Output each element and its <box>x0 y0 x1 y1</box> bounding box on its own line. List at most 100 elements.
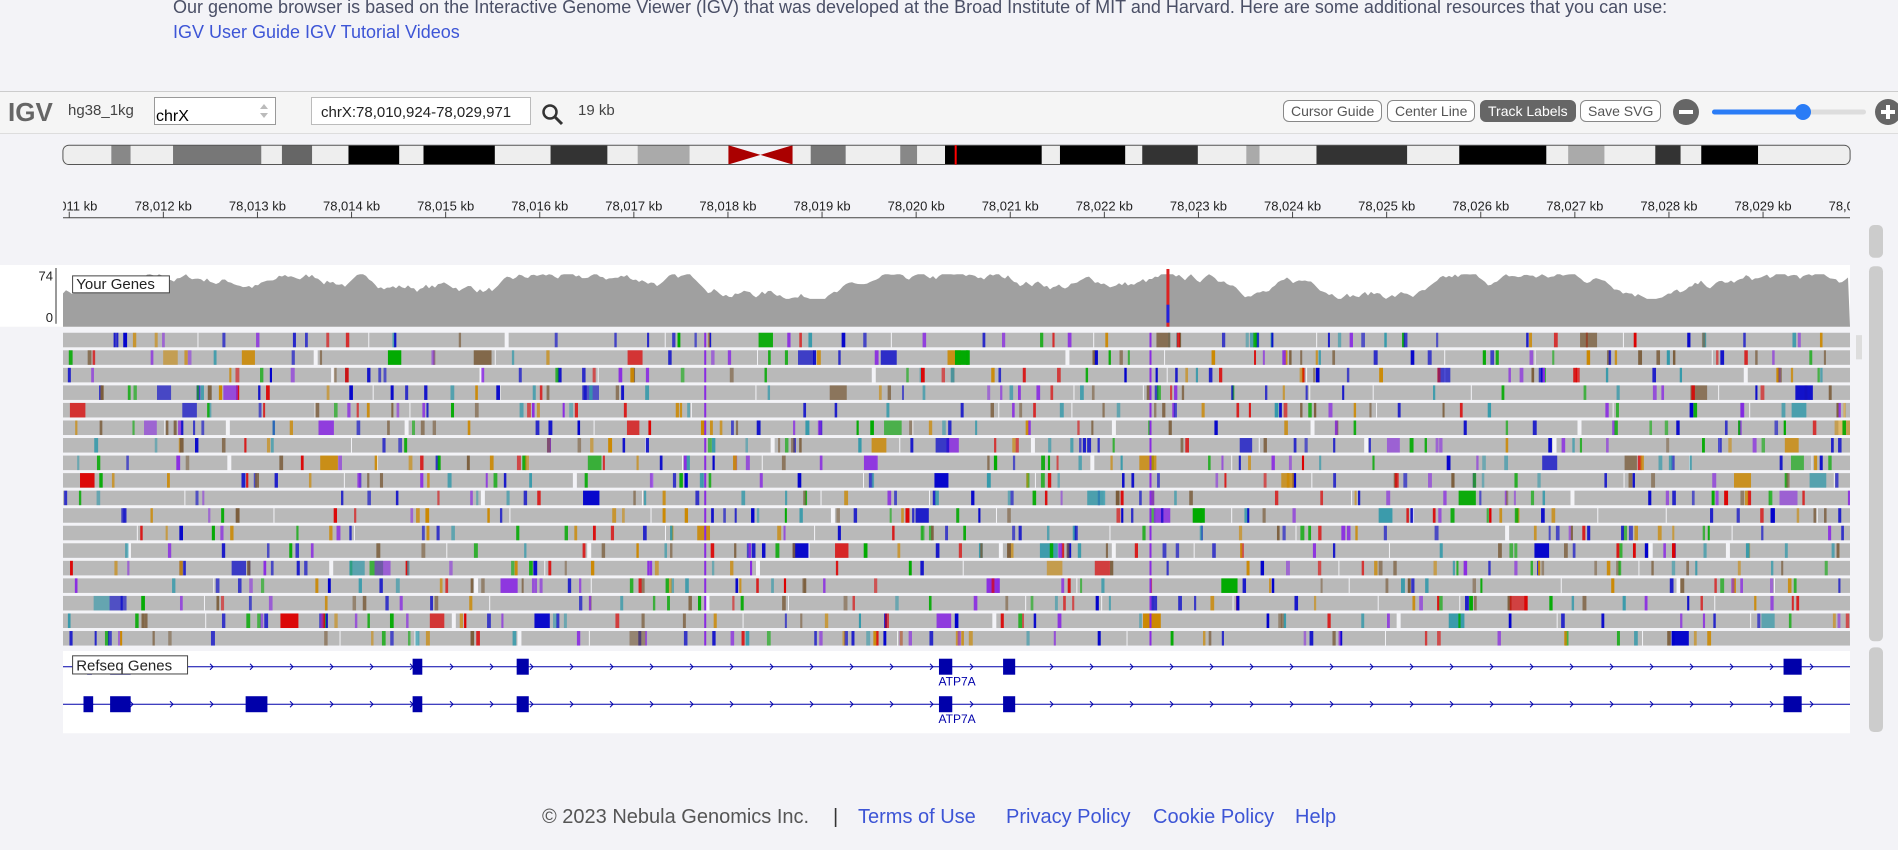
read <box>665 332 891 348</box>
mismatch <box>371 631 374 646</box>
mismatch <box>320 613 324 629</box>
mismatch <box>1409 438 1414 453</box>
mismatch <box>1487 402 1492 418</box>
mismatch <box>1151 508 1156 523</box>
strand-arrow <box>609 663 614 671</box>
exon <box>1003 658 1016 675</box>
mismatch <box>883 631 887 646</box>
mismatch <box>1439 595 1443 611</box>
read <box>63 578 214 593</box>
mismatch <box>1080 385 1084 400</box>
help-link[interactable]: Help <box>1295 806 1337 828</box>
mismatch <box>783 578 787 593</box>
locus-input[interactable]: chrX:78,010,924-78,029,971 <box>311 97 531 125</box>
mismatch <box>564 560 567 576</box>
mismatch <box>1374 560 1378 576</box>
mismatch <box>1419 595 1423 611</box>
mismatch <box>422 402 426 418</box>
mismatch <box>473 543 478 558</box>
mismatch <box>680 367 685 383</box>
zoom-knob[interactable] <box>1795 104 1811 120</box>
center-line-button[interactable]: Center Line <box>1387 100 1476 122</box>
strand-arrow <box>1289 700 1294 708</box>
mismatch <box>1781 560 1784 576</box>
mismatch <box>711 438 716 453</box>
mismatch <box>1514 473 1518 488</box>
mismatch <box>1847 490 1850 506</box>
mismatch <box>475 385 478 400</box>
terms-link[interactable]: Terms of Use <box>858 806 976 828</box>
chromosome-select[interactable]: chrX <box>154 97 276 125</box>
mismatch <box>269 367 273 383</box>
mismatch <box>1572 543 1576 558</box>
read <box>788 595 1026 611</box>
mismatch <box>1770 595 1774 611</box>
guide-link[interactable]: IGV User Guide <box>173 22 301 42</box>
read <box>63 455 228 471</box>
mismatch <box>1779 455 1783 471</box>
mismatch <box>1505 438 1509 453</box>
mismatch <box>1201 402 1205 418</box>
mismatch <box>1054 595 1058 611</box>
mismatch <box>94 631 97 646</box>
mismatch <box>407 631 411 646</box>
mismatch <box>1303 631 1307 646</box>
mismatch <box>1246 560 1250 576</box>
save-svg-button[interactable]: Save SVG <box>1580 100 1662 122</box>
read <box>315 402 410 418</box>
alignments <box>63 332 1850 646</box>
read <box>1445 350 1535 365</box>
mismatch <box>908 560 912 576</box>
mismatch <box>1582 525 1586 541</box>
mismatch <box>1067 332 1072 348</box>
zoom-widget <box>1673 99 1898 125</box>
mismatch <box>533 560 538 576</box>
mismatch <box>892 525 895 541</box>
mismatch <box>1327 613 1331 629</box>
mismatch <box>671 578 675 593</box>
mismatch <box>1480 578 1483 593</box>
read <box>996 508 1232 523</box>
mismatch <box>1738 420 1741 436</box>
read <box>591 578 804 593</box>
mismatch <box>75 420 78 436</box>
cursor-guide-button[interactable]: Cursor Guide <box>1283 100 1383 122</box>
read <box>1373 385 1471 400</box>
mismatch <box>1040 473 1045 488</box>
privacy-link[interactable]: Privacy Policy <box>1006 806 1131 828</box>
read <box>1578 367 1744 383</box>
mismatch <box>1561 438 1566 453</box>
mismatch <box>1091 385 1095 400</box>
cookie-link[interactable]: Cookie Policy <box>1153 806 1275 828</box>
mismatch <box>1212 543 1216 558</box>
mismatch <box>99 420 103 436</box>
read <box>594 420 913 436</box>
mismatch <box>389 613 394 629</box>
mismatch <box>1300 525 1305 541</box>
chromosome: chrX <box>156 108 189 125</box>
mismatch <box>1372 455 1375 471</box>
insertion <box>1149 631 1152 646</box>
ruler-label: 78,025 kb <box>1358 199 1415 214</box>
mismatch <box>474 402 479 418</box>
mismatch <box>150 508 153 523</box>
mismatch <box>1313 595 1317 611</box>
strand-arrow <box>569 663 574 671</box>
genome-name[interactable]: hg38_1kg <box>68 102 134 119</box>
mismatch <box>730 560 734 576</box>
mismatch <box>1122 473 1125 488</box>
search-icon[interactable] <box>541 103 565 127</box>
mismatch <box>1332 631 1336 646</box>
read <box>1445 367 1578 383</box>
mismatch <box>922 385 926 400</box>
track-labels-button[interactable]: Track Labels <box>1480 100 1576 122</box>
mismatch <box>1000 385 1003 400</box>
mismatch <box>1841 525 1844 541</box>
mismatch <box>1119 350 1123 365</box>
mismatch <box>1507 595 1512 611</box>
mismatch <box>791 438 795 453</box>
tutorial-link[interactable]: IGV Tutorial Videos <box>305 22 460 42</box>
mismatch <box>246 473 249 488</box>
read <box>1314 420 1578 436</box>
mismatch <box>1018 613 1023 629</box>
